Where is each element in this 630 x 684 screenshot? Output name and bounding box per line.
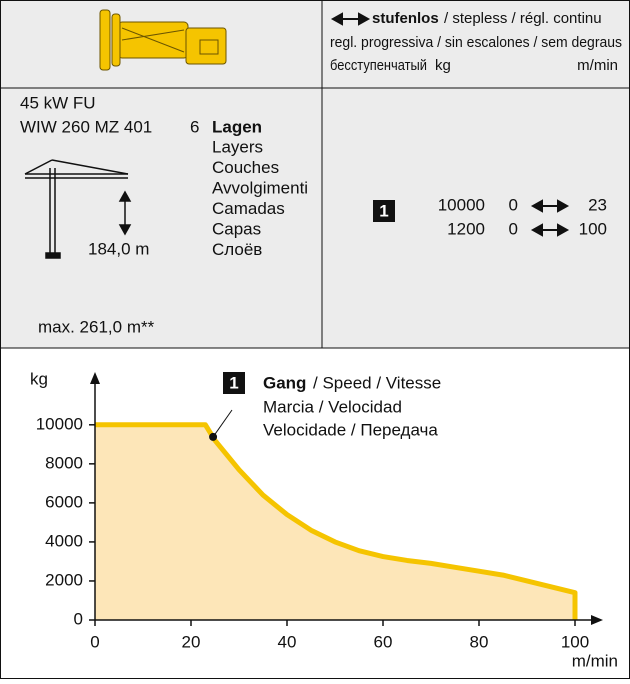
gear-number: 1 [379, 201, 388, 220]
y-tick-label: 6000 [45, 492, 83, 511]
annotation-label: Gang [263, 373, 306, 392]
area [95, 425, 575, 620]
chart: 0 2000 4000 6000 8000 10000 0 20 40 60 80 100 kg m/mi… [30, 369, 618, 670]
load: 10000 [438, 195, 485, 214]
annotation-point [209, 433, 217, 441]
y-axis-label: kg [30, 369, 48, 388]
x-tick-label: 0 [90, 632, 99, 651]
column-header: kg [435, 57, 451, 74]
annotation-label: Velocidade / Передача [263, 420, 438, 439]
speed-max: 23 [588, 195, 607, 214]
model: WIW 260 MZ 401 [20, 117, 152, 136]
y-tick-label: 2000 [45, 570, 83, 589]
x-tick-label: 80 [470, 632, 489, 651]
speed-min: 0 [509, 219, 518, 238]
layer-translation: Layers [212, 137, 263, 156]
gear-number: 1 [229, 373, 238, 392]
x-tick-label: 40 [278, 632, 297, 651]
speed-max: 100 [579, 219, 607, 238]
layer-translation: Capas [212, 219, 261, 238]
x-axis-arrow [591, 615, 603, 625]
power: 45 kW FU [20, 93, 96, 112]
max-height: max. 261,0 m** [38, 317, 155, 336]
layer-translation: Слоёв [212, 240, 262, 259]
layers-label: Lagen [212, 117, 262, 136]
annotation-label: / Speed / Vitesse [313, 373, 441, 392]
y-tick-label: 10000 [36, 414, 83, 433]
layers-count: 6 [190, 117, 199, 136]
layer-translation: Avvolgimenti [212, 178, 308, 197]
x-tick-label: 100 [561, 632, 589, 651]
stepless-translations: / stepless / régl. continu [444, 10, 602, 27]
load: 1200 [447, 219, 485, 238]
data-sheet: stufenlos / stepless / régl. continu reg… [0, 0, 630, 679]
x-tick-label: 20 [182, 632, 201, 651]
column-header: m/min [577, 57, 618, 74]
stepless-label: stufenlos [372, 10, 439, 27]
annotation-leader [213, 410, 232, 437]
x-axis-label: m/min [572, 651, 618, 670]
layer-translation: Couches [212, 158, 279, 177]
y-tick-label: 4000 [45, 531, 83, 550]
y-tick-label: 0 [74, 609, 83, 628]
y-axis-arrow [90, 372, 100, 384]
speed-min: 0 [509, 195, 518, 214]
hook-height: 184,0 m [88, 239, 149, 258]
annotation-label: Marcia / Velocidad [263, 397, 402, 416]
y-tick-label: 8000 [45, 453, 83, 472]
stepless-translations: бесступенчатый [330, 57, 427, 74]
x-tick-label: 60 [374, 632, 393, 651]
stepless-translations: regl. progressiva / sin escalones / sem … [330, 34, 622, 51]
layer-translation: Camadas [212, 199, 285, 218]
